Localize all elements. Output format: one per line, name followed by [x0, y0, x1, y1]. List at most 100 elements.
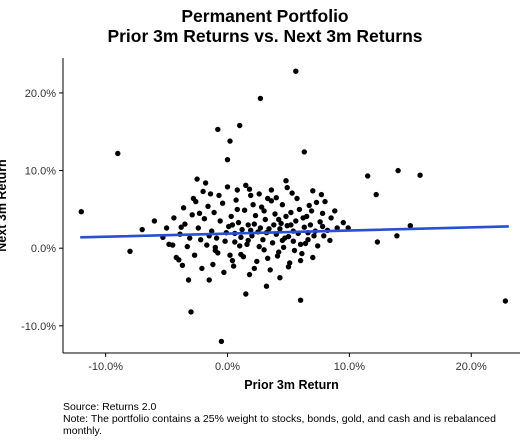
scatter-point	[78, 209, 85, 215]
scatter-point	[211, 209, 217, 216]
y-tick-label: 0.0%	[31, 243, 56, 255]
scatter-point	[178, 224, 184, 230]
scatter-point	[176, 257, 182, 263]
x-tick-label: -10.0%	[88, 361, 123, 373]
scatter-point	[276, 216, 282, 223]
scatter-point	[293, 68, 299, 74]
x-axis-title: Prior 3m Return	[244, 378, 338, 392]
scatter-point	[283, 178, 289, 184]
scatter-point	[300, 215, 306, 221]
scatter-point	[267, 267, 273, 273]
scatter-point	[209, 228, 215, 234]
x-tick-label: 10.0%	[334, 361, 365, 373]
scatter-point	[258, 204, 265, 210]
scatter-point	[327, 237, 333, 244]
scatter-point	[290, 238, 296, 244]
scatter-point	[243, 182, 249, 188]
scatter-point	[306, 202, 312, 209]
scatter-point	[199, 265, 205, 272]
scatter-point	[301, 224, 307, 230]
scatter-point	[250, 202, 256, 208]
scatter-point	[221, 269, 227, 275]
scatter-point	[252, 212, 259, 219]
scatter-point	[227, 252, 233, 258]
scatter-point	[200, 188, 206, 195]
scatter-point	[301, 149, 307, 155]
scatter-point	[268, 187, 275, 193]
scatter-point	[310, 254, 316, 261]
scatter-point	[233, 197, 239, 203]
scatter-point	[315, 243, 321, 249]
scatter-point	[239, 226, 245, 233]
scatter-point	[219, 200, 226, 206]
scatter-point	[207, 191, 214, 197]
scatter-point	[206, 277, 212, 283]
x-axis-ticks: -10.0% 0.0% 10.0% 20.0%	[88, 353, 487, 373]
scatter-point	[280, 244, 287, 251]
scatter-point	[245, 222, 251, 228]
scatter-point	[319, 223, 326, 230]
chart-title-line2: Prior 3m Returns vs. Next 3m Returns	[107, 26, 423, 46]
scatter-point	[182, 221, 188, 227]
scatter-point	[241, 207, 248, 213]
caption-source: Source: Returns 2.0	[63, 401, 157, 413]
caption-note: Note: The portfolio contains a 25% weigh…	[63, 413, 496, 437]
scatter-point	[313, 199, 320, 206]
scatter-point	[249, 233, 255, 239]
scatter-point	[127, 248, 133, 254]
scatter-point	[163, 225, 170, 231]
scatter-point	[279, 202, 286, 208]
scatter-point	[229, 257, 236, 264]
scatter-point	[297, 241, 304, 247]
scatter-point	[318, 191, 325, 198]
scatter-point	[171, 215, 177, 221]
scatter-point	[302, 240, 309, 247]
scatter-point	[224, 184, 231, 190]
scatter-point	[299, 250, 305, 257]
scatter-point	[278, 220, 284, 227]
scatter-point	[296, 206, 303, 213]
scatter-point	[234, 187, 240, 193]
scatter-point	[232, 239, 238, 245]
scatter-point	[502, 298, 509, 304]
scatter-point	[257, 95, 264, 102]
y-axis-ticks: -10.0% 0.0% 10.0% 20.0%	[21, 88, 63, 333]
scatter-point	[228, 213, 234, 220]
scatter-point	[269, 240, 276, 246]
scatter-point	[218, 338, 225, 345]
scatter-point	[210, 261, 216, 268]
scatter-point	[193, 198, 199, 205]
scatter-point	[365, 173, 371, 179]
scatter-point	[251, 221, 257, 227]
scatter-point	[307, 222, 314, 228]
scatter-point	[257, 225, 264, 231]
scatter-point	[395, 167, 401, 174]
scatter-point	[229, 222, 236, 228]
scatter-point	[291, 247, 298, 254]
scatter-point	[394, 233, 400, 239]
scatter-point	[240, 254, 247, 260]
scatter-point	[288, 209, 294, 216]
scatter-points	[78, 68, 509, 345]
scatter-point	[289, 190, 295, 196]
scatter-point	[272, 211, 278, 217]
scatter-point	[407, 223, 413, 229]
scatter-point	[224, 157, 231, 163]
scatter-point	[308, 208, 315, 214]
scatter-point	[246, 186, 253, 192]
scatter-point	[285, 264, 292, 270]
scatter-point	[311, 233, 317, 239]
scatter-point	[305, 237, 311, 243]
scatter-point	[185, 277, 192, 283]
scatter-point	[283, 213, 289, 220]
scatter-point	[188, 309, 194, 315]
scatter-point	[115, 150, 121, 157]
scatter-point	[246, 271, 253, 278]
scatter-point	[266, 226, 272, 232]
scatter-point	[243, 291, 249, 297]
scatter-point	[271, 222, 277, 228]
scatter-point	[297, 257, 304, 264]
scatter-point	[196, 210, 203, 216]
scatter-point	[217, 218, 223, 224]
scatter-point	[334, 225, 340, 231]
